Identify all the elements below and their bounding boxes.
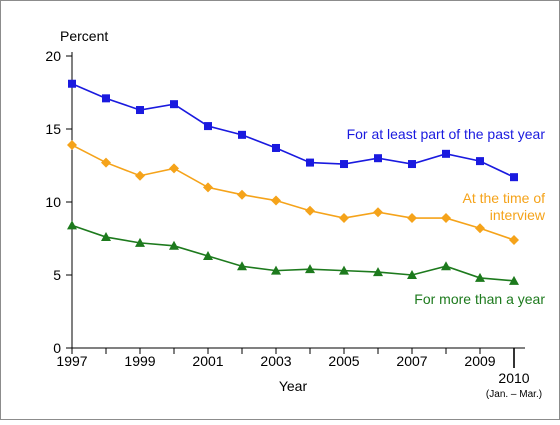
data-point [67,220,77,230]
data-point [305,264,315,274]
data-point [475,223,485,234]
y-tick-label: 10 [45,194,61,210]
series-layer [67,79,519,285]
data-point [475,272,485,282]
data-point [339,265,349,275]
series-label: interview [490,207,546,223]
series-line [71,83,515,178]
series-3 [67,220,519,285]
data-point [306,158,314,167]
series-1 [68,79,518,182]
data-point [509,234,519,245]
data-point [101,232,111,242]
y-tick-label: 15 [45,121,61,137]
x-axis-label: Year [279,378,308,394]
x-tick-label: 2010 [498,370,529,386]
data-point [476,157,484,166]
series-label: At the time of [463,190,546,206]
data-point [373,207,383,218]
data-point [373,267,383,277]
data-point [339,213,349,224]
series-line [71,224,515,282]
data-point [271,265,281,275]
x-tick-label: 1997 [56,353,87,369]
data-point [442,149,450,158]
data-point [170,100,178,109]
data-point [169,163,179,174]
series-2 [67,140,519,245]
data-point [272,143,280,152]
data-point [441,213,451,224]
y-tick-label: 0 [53,340,61,356]
series-label: For at least part of the past year [347,126,546,142]
x-tick-note: (Jan. – Mar.) [486,389,542,400]
axes: 0 5 10 15 20 1997 1999 2001 2003 2005 2007 20092010… [45,48,542,400]
x-tick-label: 2003 [260,353,291,369]
data-point [271,195,281,206]
data-point [136,106,144,115]
y-axis-label: Percent [60,28,108,44]
data-point [169,240,179,250]
data-point [67,140,77,151]
x-tick-label: 2005 [328,353,359,369]
x-tick-label: 2007 [396,353,427,369]
data-point [237,189,247,200]
data-point [408,160,416,169]
data-point [509,275,519,285]
series-label-layer: For at least part of the past year At the… [347,126,546,307]
data-point [407,213,417,224]
data-point [204,122,212,131]
data-point [135,237,145,247]
data-point [374,154,382,163]
y-tick-label: 20 [45,48,61,64]
y-tick-label: 5 [53,267,61,283]
data-point [237,261,247,271]
data-point [101,157,111,168]
data-point [441,261,451,271]
data-point [510,173,518,182]
x-tick-label: 1999 [124,353,155,369]
data-point [135,170,145,181]
data-point [238,130,246,139]
series-label: For more than a year [414,291,545,307]
data-point [305,205,315,216]
data-point [407,270,417,279]
data-point [340,160,348,169]
x-tick-label: 2001 [192,353,223,369]
data-point [203,251,213,261]
series-line [71,144,515,241]
data-point [203,182,213,193]
data-point [68,79,76,88]
x-tick-label: 2009 [464,353,495,369]
data-point [102,94,110,103]
